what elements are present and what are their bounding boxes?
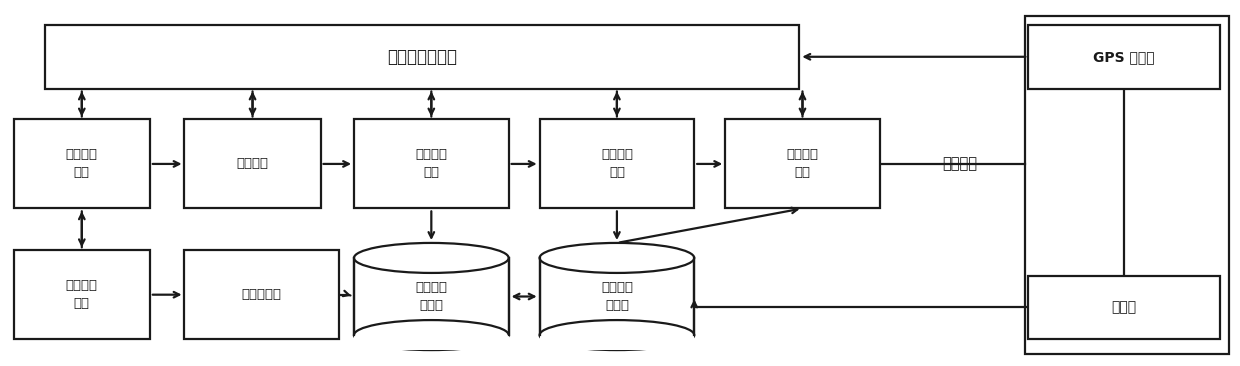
Bar xyxy=(185,119,321,208)
Bar xyxy=(1024,16,1229,354)
Ellipse shape xyxy=(353,243,508,273)
Text: 人机对话子系统: 人机对话子系统 xyxy=(387,48,458,66)
Text: 地理位置
数据库: 地理位置 数据库 xyxy=(415,281,448,312)
Bar xyxy=(353,258,508,335)
Text: 采样路径
设计: 采样路径 设计 xyxy=(66,279,98,310)
Bar xyxy=(1028,276,1220,339)
Text: 采样设计
模块: 采样设计 模块 xyxy=(66,149,98,179)
Bar xyxy=(1028,25,1220,89)
Text: 导航模块: 导航模块 xyxy=(237,157,269,171)
Text: 检测分析
模块: 检测分析 模块 xyxy=(786,149,818,179)
Ellipse shape xyxy=(353,320,508,350)
Bar xyxy=(14,119,150,208)
Bar xyxy=(539,119,694,208)
Text: 分析结果
数据库: 分析结果 数据库 xyxy=(601,281,632,312)
Text: 取样定位
模块: 取样定位 模块 xyxy=(415,149,448,179)
Ellipse shape xyxy=(539,243,694,273)
Ellipse shape xyxy=(539,320,694,350)
Bar xyxy=(353,335,508,350)
Bar xyxy=(14,250,150,339)
Bar xyxy=(185,250,340,339)
Text: 感应器: 感应器 xyxy=(1111,300,1137,314)
Bar xyxy=(45,25,800,89)
Bar xyxy=(539,335,694,350)
Bar xyxy=(725,119,880,208)
Bar xyxy=(353,119,508,208)
Text: GPS 接收器: GPS 接收器 xyxy=(1094,50,1154,64)
Text: 采样点设计: 采样点设计 xyxy=(242,288,281,301)
Text: 数据分析
模块: 数据分析 模块 xyxy=(601,149,632,179)
Bar xyxy=(539,258,694,335)
Text: 外围设备: 外围设备 xyxy=(942,156,977,171)
